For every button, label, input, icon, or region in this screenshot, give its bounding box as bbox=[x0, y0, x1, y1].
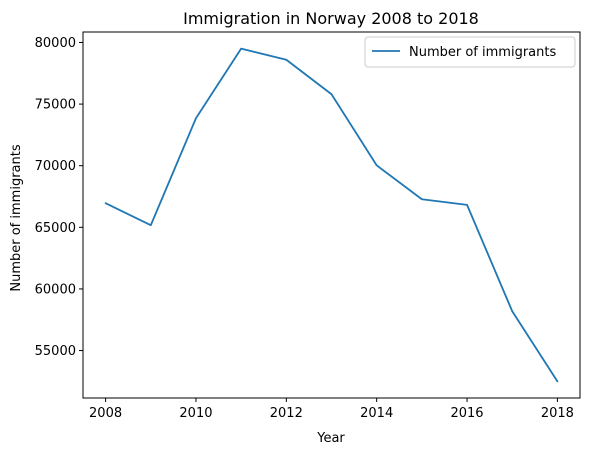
y-tick-label: 70000 bbox=[35, 159, 76, 174]
y-tick-label: 80000 bbox=[35, 36, 76, 51]
axes-frame bbox=[82, 31, 581, 399]
legend-box bbox=[364, 36, 576, 68]
x-tick-label: 2008 bbox=[89, 406, 122, 421]
legend-label-number-of-immigrants: Number of immigrants bbox=[409, 45, 556, 60]
x-axis-label: Year bbox=[316, 431, 345, 446]
x-tick-label: 2012 bbox=[270, 406, 303, 421]
y-tick-label: 55000 bbox=[35, 344, 76, 359]
series-line-0 bbox=[104, 47, 559, 383]
chart-title: Immigration in Norway 2008 to 2018 bbox=[183, 9, 479, 28]
plot-area bbox=[82, 31, 581, 399]
x-tick-label: 2010 bbox=[179, 406, 212, 421]
y-tick-label: 65000 bbox=[35, 221, 76, 236]
y-tick-label: 60000 bbox=[35, 282, 76, 297]
axis-ticks: 2008 2010 2012 2014 2016 2018 55000 60000 65000 7… bbox=[35, 36, 574, 421]
x-tick-label: 2016 bbox=[450, 406, 483, 421]
x-tick-label: 2018 bbox=[541, 406, 574, 421]
y-tick-label: 75000 bbox=[35, 98, 76, 113]
x-tick-label: 2014 bbox=[360, 406, 393, 421]
y-axis-label: Number of immigrants bbox=[9, 144, 24, 291]
legend: Number of immigrants bbox=[364, 36, 576, 68]
